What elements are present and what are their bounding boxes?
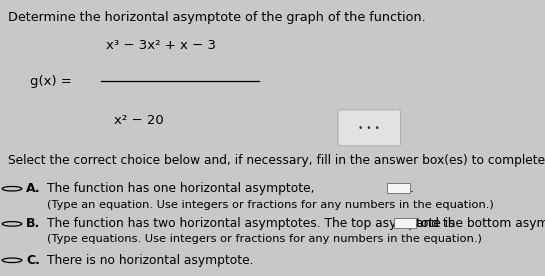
Text: B.: B.: [26, 217, 40, 230]
Text: C.: C.: [26, 254, 40, 267]
Text: x² − 20: x² − 20: [114, 114, 164, 127]
Text: The function has two horizontal asymptotes. The top asymptote is: The function has two horizontal asymptot…: [47, 217, 455, 230]
Text: and the bottom asymptote: and the bottom asymptote: [416, 217, 545, 230]
Text: Select the correct choice below and, if necessary, fill in the answer box(es) to: Select the correct choice below and, if …: [8, 153, 545, 166]
FancyBboxPatch shape: [394, 218, 416, 229]
Text: g(x) =: g(x) =: [30, 75, 72, 88]
Text: • • •: • • •: [358, 124, 380, 133]
Text: x³ − 3x² + x − 3: x³ − 3x² + x − 3: [106, 39, 216, 52]
FancyBboxPatch shape: [387, 183, 410, 193]
Text: (Type equations. Use integers or fractions for any numbers in the equation.): (Type equations. Use integers or fractio…: [47, 234, 482, 244]
FancyBboxPatch shape: [338, 110, 401, 146]
Text: The function has one horizontal asymptote,: The function has one horizontal asymptot…: [47, 182, 315, 195]
Text: Determine the horizontal asymptote of the graph of the function.: Determine the horizontal asymptote of th…: [8, 10, 426, 23]
Text: There is no horizontal asymptote.: There is no horizontal asymptote.: [47, 254, 254, 267]
Text: (Type an equation. Use integers or fractions for any numbers in the equation.): (Type an equation. Use integers or fract…: [47, 200, 494, 210]
Text: .: .: [410, 182, 414, 195]
Text: A.: A.: [26, 182, 41, 195]
